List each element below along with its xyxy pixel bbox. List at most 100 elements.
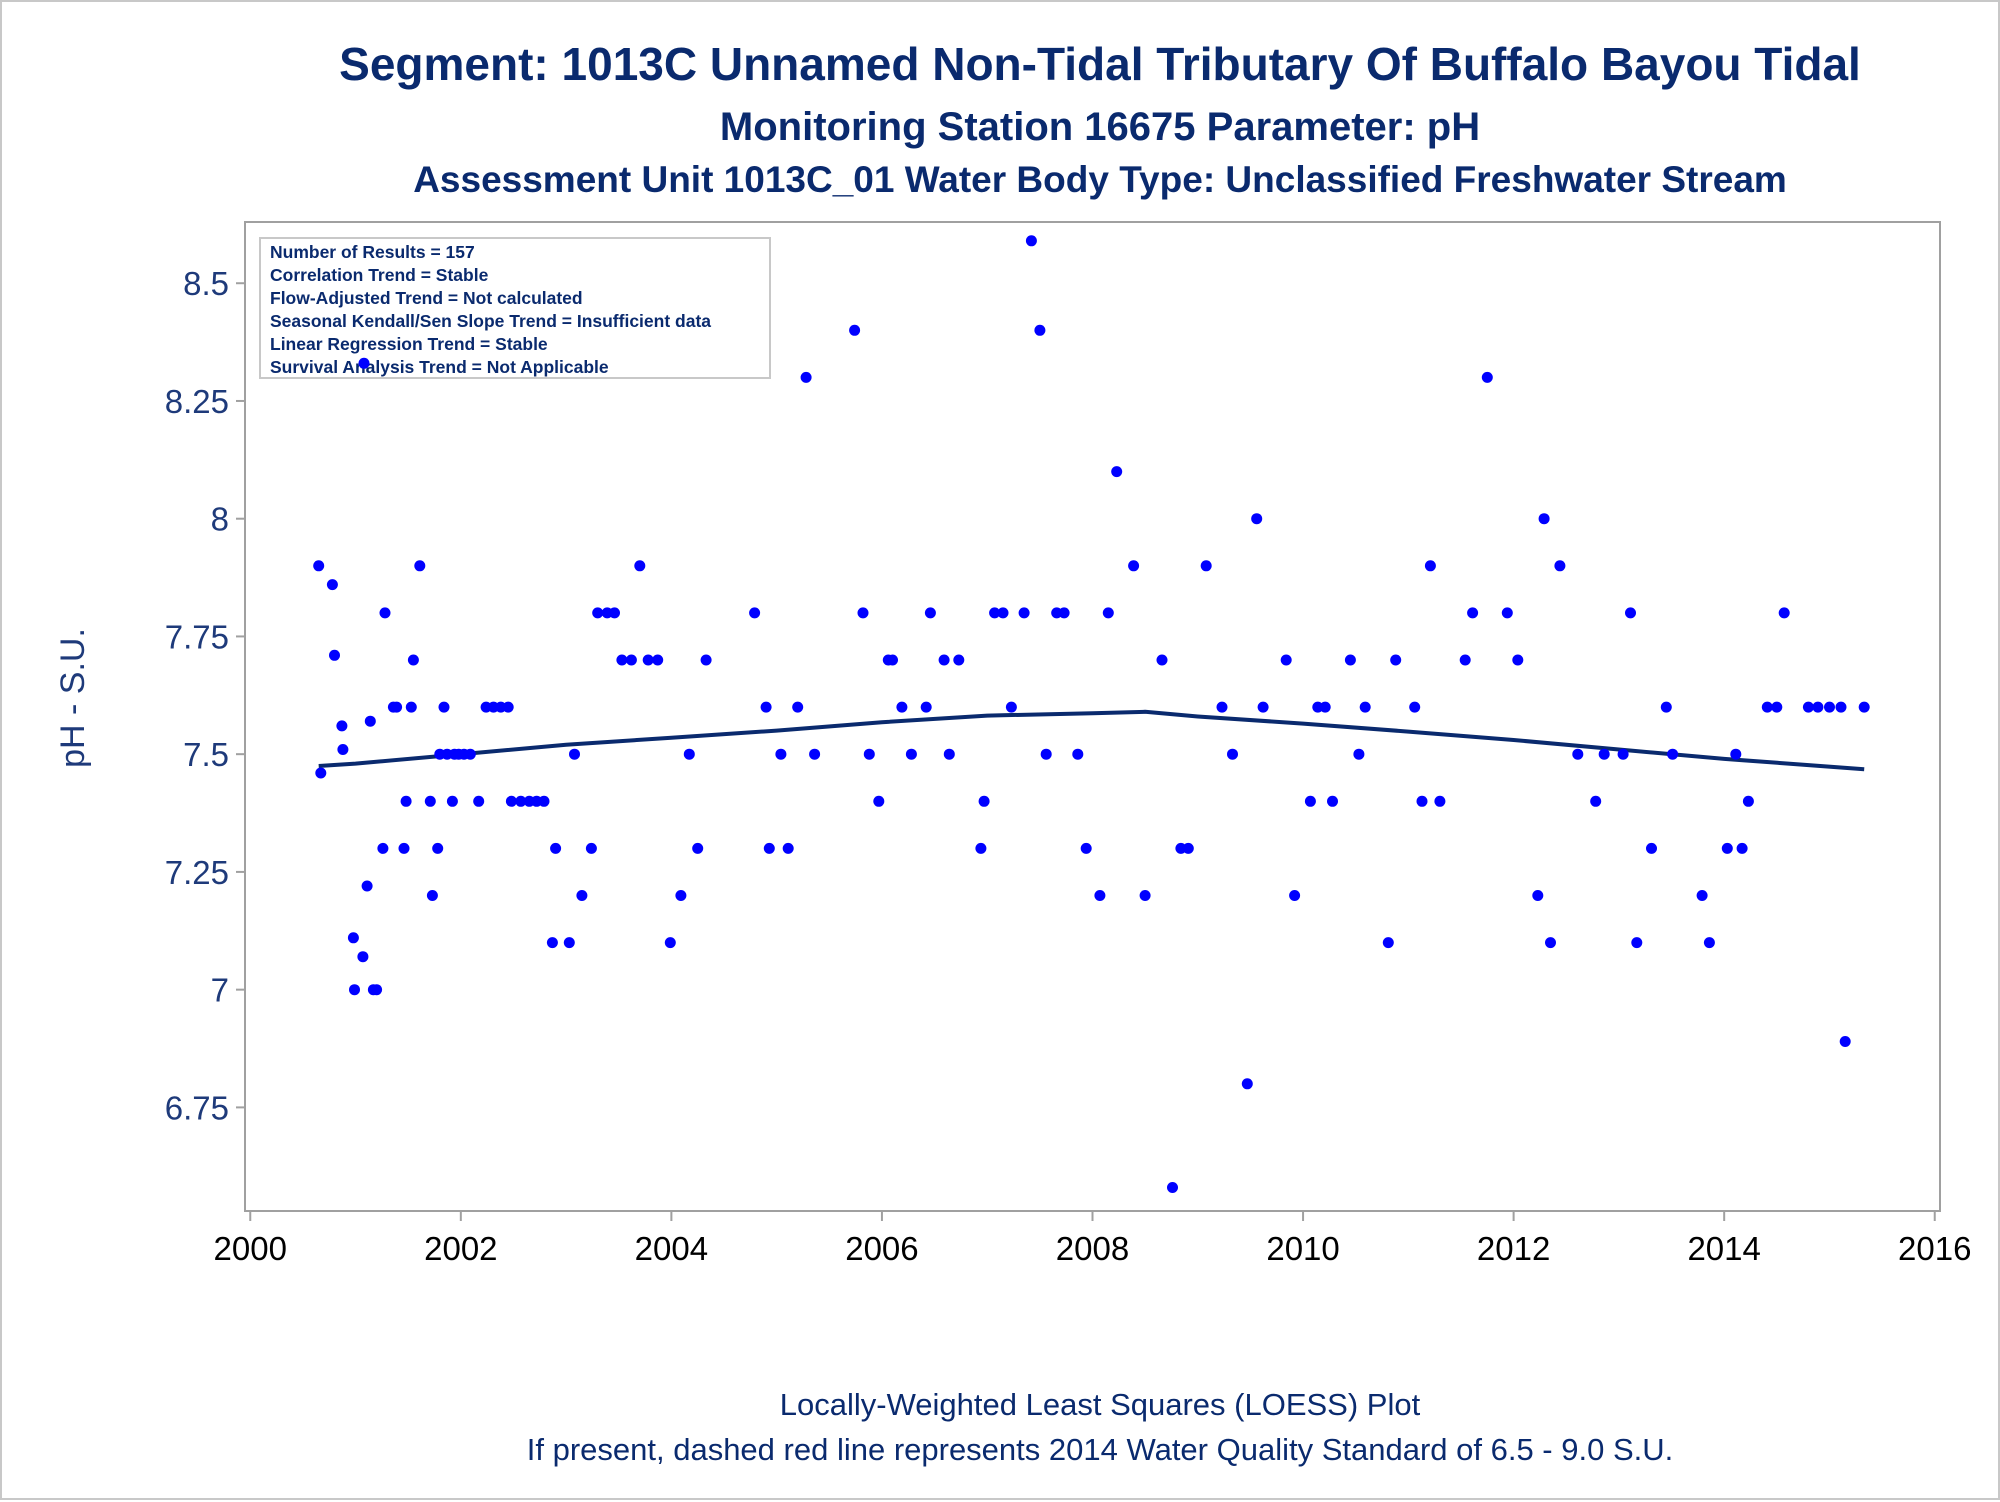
data-point <box>943 748 955 760</box>
data-point <box>337 744 349 755</box>
x-tick-label: 2000 <box>214 1230 287 1267</box>
data-point <box>1227 748 1238 760</box>
data-point <box>887 654 898 666</box>
x-tick-label: 2004 <box>635 1230 708 1267</box>
data-point <box>1778 607 1790 619</box>
data-point <box>1824 701 1835 713</box>
data-point <box>361 880 373 892</box>
y-axis-label: pH - S.U. <box>54 628 92 768</box>
data-point <box>377 842 389 854</box>
data-point <box>1034 324 1046 336</box>
chart-title: Segment: 1013C Unnamed Non-Tidal Tributa… <box>339 38 1861 90</box>
data-point <box>563 937 575 949</box>
loess-layer <box>318 709 1865 772</box>
data-point <box>1812 701 1824 713</box>
data-point <box>1598 748 1610 760</box>
data-point <box>1858 701 1870 713</box>
data-point <box>407 654 419 666</box>
data-point <box>546 937 558 949</box>
x-tick-label: 2010 <box>1266 1230 1339 1267</box>
data-point <box>1359 701 1371 713</box>
data-point <box>1660 701 1672 713</box>
data-point <box>760 701 772 713</box>
data-point <box>405 701 417 713</box>
data-point <box>473 795 485 807</box>
data-point <box>424 795 436 807</box>
data-point <box>364 715 376 727</box>
y-tick-label: 7 <box>211 972 229 1009</box>
plot-area <box>244 221 1941 1212</box>
data-point <box>1128 560 1140 572</box>
trend-summary-line: Flow-Adjusted Trend = Not calculated <box>270 288 583 308</box>
data-point <box>609 607 620 619</box>
data-point <box>1481 371 1493 383</box>
data-point <box>1730 748 1742 760</box>
x-axis: 2000 2002 2004 2006 2008 2010 2012 2014 2016 <box>214 1211 1971 1267</box>
data-point <box>446 795 458 807</box>
data-point <box>1251 513 1263 525</box>
data-point <box>1467 607 1479 619</box>
data-point <box>1538 513 1550 525</box>
data-point <box>1018 607 1030 619</box>
data-point <box>502 701 514 713</box>
data-point <box>349 984 360 996</box>
data-point <box>438 701 450 713</box>
data-point <box>625 654 637 666</box>
data-point <box>550 842 562 854</box>
trend-summary-line: Linear Regression Trend = Stable <box>270 334 548 354</box>
data-point <box>905 748 917 760</box>
y-tick-label: 8 <box>211 501 229 538</box>
y-tick-label: 7.5 <box>183 736 229 773</box>
data-point <box>414 560 426 572</box>
data-point <box>700 654 712 666</box>
data-point <box>924 607 936 619</box>
trend-summary-line: Correlation Trend = Stable <box>270 265 489 285</box>
chart-subtitle-2: Assessment Unit 1013C_01 Water Body Type… <box>413 159 1787 200</box>
data-point <box>1102 607 1114 619</box>
data-point <box>978 795 990 807</box>
data-point <box>1459 654 1471 666</box>
y-tick-label: 8.25 <box>165 383 229 420</box>
trend-summary-border <box>259 237 771 379</box>
data-point <box>683 748 695 760</box>
data-point <box>809 748 821 760</box>
data-point <box>379 607 391 619</box>
data-point <box>1532 890 1544 901</box>
data-point <box>1554 560 1566 572</box>
data-point <box>634 560 646 572</box>
data-point <box>1005 701 1017 713</box>
data-point <box>538 795 550 807</box>
data-point <box>1512 654 1524 666</box>
data-point <box>997 607 1009 619</box>
data-point <box>313 560 325 572</box>
data-point <box>1742 795 1754 807</box>
data-point <box>1094 890 1106 901</box>
data-point <box>1072 748 1084 760</box>
data-point <box>1721 842 1733 854</box>
data-point <box>664 937 676 949</box>
data-point <box>1058 607 1070 619</box>
data-point <box>1280 654 1292 666</box>
data-point <box>1025 235 1037 247</box>
data-point <box>398 842 410 854</box>
x-tick-label: 2016 <box>1898 1230 1971 1267</box>
data-point <box>1257 701 1269 713</box>
y-tick-label: 6.75 <box>165 1089 229 1126</box>
data-point <box>315 767 327 779</box>
x-tick-label: 2008 <box>1056 1230 1129 1267</box>
data-point <box>1617 748 1629 760</box>
data-point <box>371 984 383 996</box>
data-point <box>1304 795 1316 807</box>
data-point <box>692 842 704 854</box>
trend-summary-line: Seasonal Kendall/Sen Slope Trend = Insuf… <box>270 311 711 331</box>
data-point <box>400 795 412 807</box>
x-tick-label: 2002 <box>424 1230 497 1267</box>
data-point <box>616 654 628 666</box>
data-point <box>675 890 687 901</box>
data-point <box>1625 607 1636 619</box>
data-point <box>329 649 340 661</box>
data-point <box>464 748 476 760</box>
data-point <box>800 371 812 383</box>
trend-summary-line: Survival Analysis Trend = Not Applicable <box>270 357 609 377</box>
